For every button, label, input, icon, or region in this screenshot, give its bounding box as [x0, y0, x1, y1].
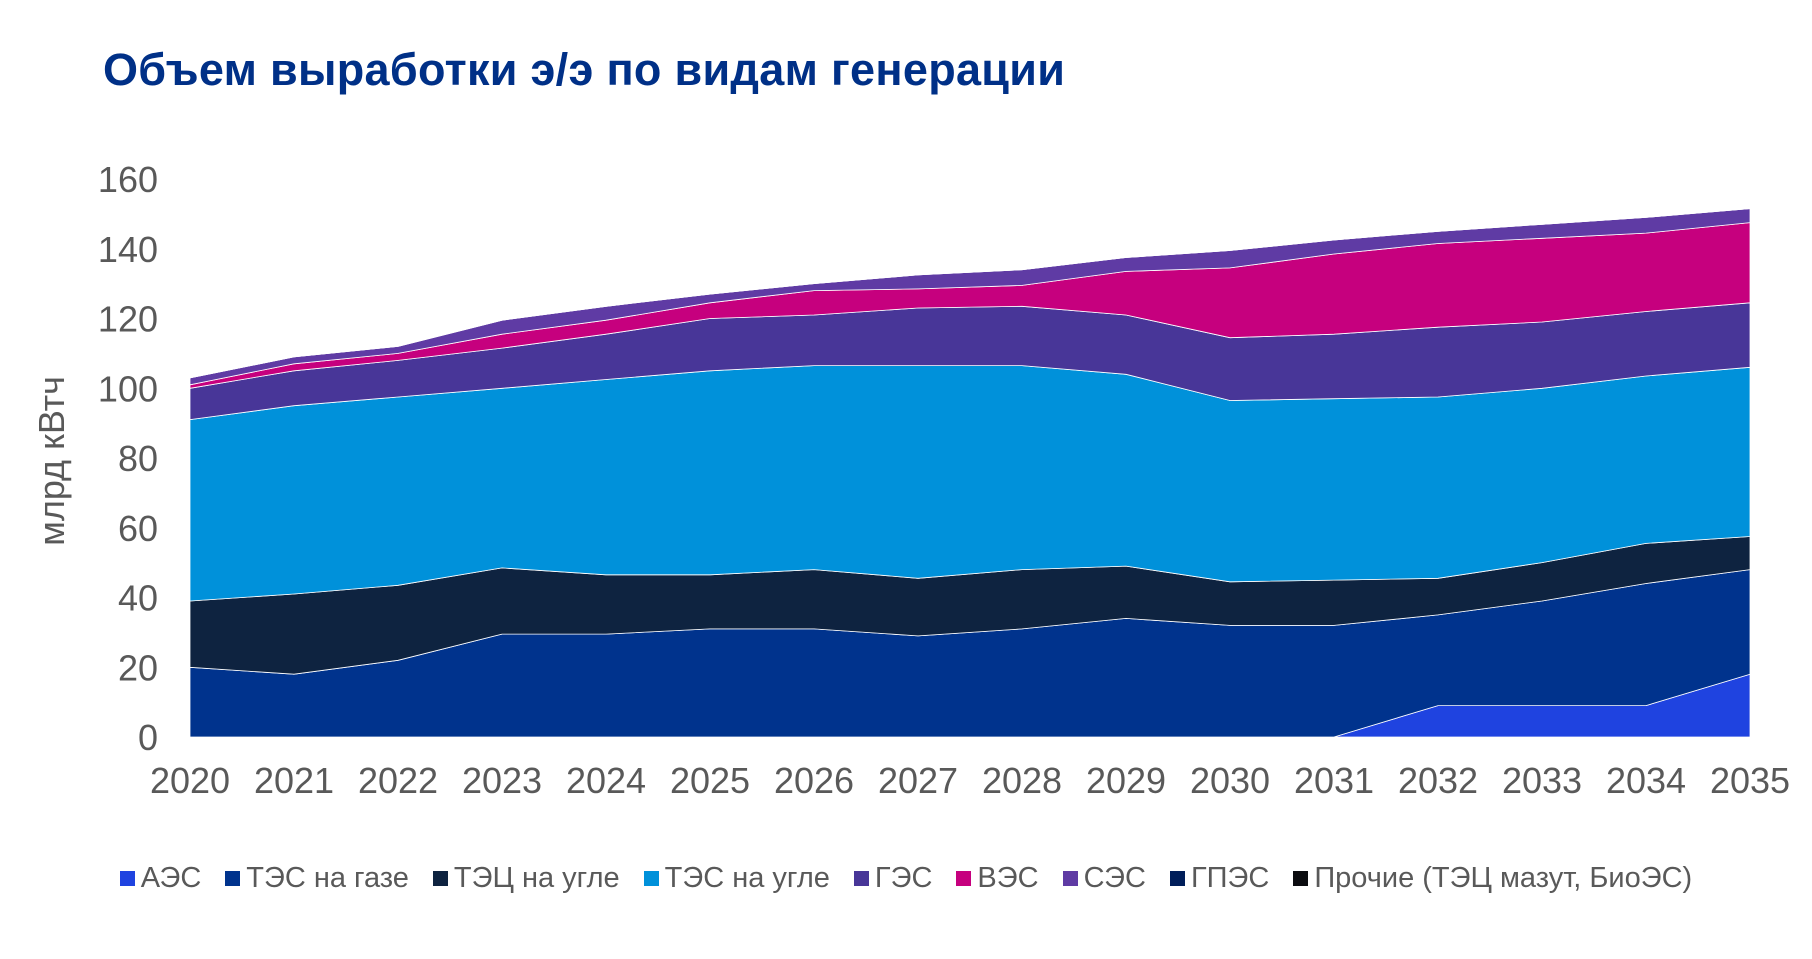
x-tick-label: 2035: [1710, 760, 1790, 801]
x-tick-label: 2021: [254, 760, 334, 801]
x-tick-label: 2025: [670, 760, 750, 801]
y-axis-ticks: 0 20 40 60 80 100 120 140 160: [98, 159, 158, 758]
legend-label: ТЭС на угле: [664, 862, 830, 894]
x-tick-label: 2028: [982, 760, 1062, 801]
legend-label: ТЭЦ на угле: [453, 862, 620, 894]
legend-item: ГПЭС: [1169, 862, 1270, 895]
legend-label: ГЭС: [874, 862, 933, 894]
y-tick-label: 40: [118, 578, 158, 619]
chart-title: Объем выработки э/э по видам генерации: [103, 44, 1066, 95]
legend-swatch: [1169, 871, 1185, 886]
legend-label: ГПЭС: [1190, 862, 1270, 894]
x-tick-label: 2033: [1502, 760, 1582, 801]
y-tick-label: 100: [98, 368, 158, 409]
legend-label: АЭС: [140, 862, 202, 894]
x-tick-label: 2020: [150, 760, 230, 801]
legend-swatch: [1062, 871, 1078, 886]
x-tick-label: 2026: [774, 760, 854, 801]
legend-swatch: [1293, 871, 1309, 886]
legend-label: ТЭС на газе: [246, 862, 409, 894]
legend-item: ТЭС на угле: [643, 862, 830, 895]
legend-item: ТЭС на газе: [225, 862, 409, 895]
y-tick-label: 20: [118, 647, 158, 688]
chart-legend: АЭС ТЭС на газе ТЭЦ на угле ТЭС на угле ГЭС В…: [0, 862, 1812, 895]
x-tick-label: 2031: [1294, 760, 1374, 801]
x-tick-label: 2023: [462, 760, 542, 801]
x-tick-label: 2032: [1398, 760, 1478, 801]
legend-item: ТЭЦ на угле: [432, 862, 620, 895]
legend-swatch: [643, 871, 659, 886]
legend-swatch: [119, 871, 135, 886]
y-tick-label: 80: [118, 438, 158, 479]
legend-item: ВЭС: [956, 862, 1039, 895]
x-tick-label: 2027: [878, 760, 958, 801]
area-series-3: [189, 365, 1751, 602]
x-tick-label: 2029: [1086, 760, 1166, 801]
legend-label: СЭС: [1083, 862, 1146, 894]
y-axis-label: млрд кВтч: [31, 376, 72, 546]
legend-swatch: [853, 871, 869, 886]
area-layers: [189, 208, 1751, 738]
y-tick-label: 160: [98, 159, 158, 200]
x-tick-label: 2034: [1606, 760, 1686, 801]
x-axis-ticks: 2020 2021 2022 2023 2024 2025 2026 2027 2028 2029…: [150, 760, 1790, 801]
legend-swatch: [956, 871, 972, 886]
legend-item: СЭС: [1062, 862, 1146, 895]
y-tick-label: 0: [138, 717, 158, 758]
legend-item: ГЭС: [853, 862, 933, 895]
legend-item: АЭС: [119, 862, 202, 895]
x-tick-label: 2022: [358, 760, 438, 801]
y-tick-label: 140: [98, 229, 158, 270]
area-series-8: [189, 208, 1751, 379]
y-tick-label: 120: [98, 299, 158, 340]
legend-item: Прочие (ТЭЦ мазут, БиоЭС): [1293, 862, 1692, 895]
y-tick-label: 60: [118, 508, 158, 549]
legend-swatch: [225, 871, 241, 886]
legend-label: ВЭС: [977, 862, 1039, 894]
x-tick-label: 2030: [1190, 760, 1270, 801]
x-tick-label: 2024: [566, 760, 646, 801]
legend-label: Прочие (ТЭЦ мазут, БиоЭС): [1314, 862, 1693, 894]
legend-swatch: [432, 871, 448, 886]
